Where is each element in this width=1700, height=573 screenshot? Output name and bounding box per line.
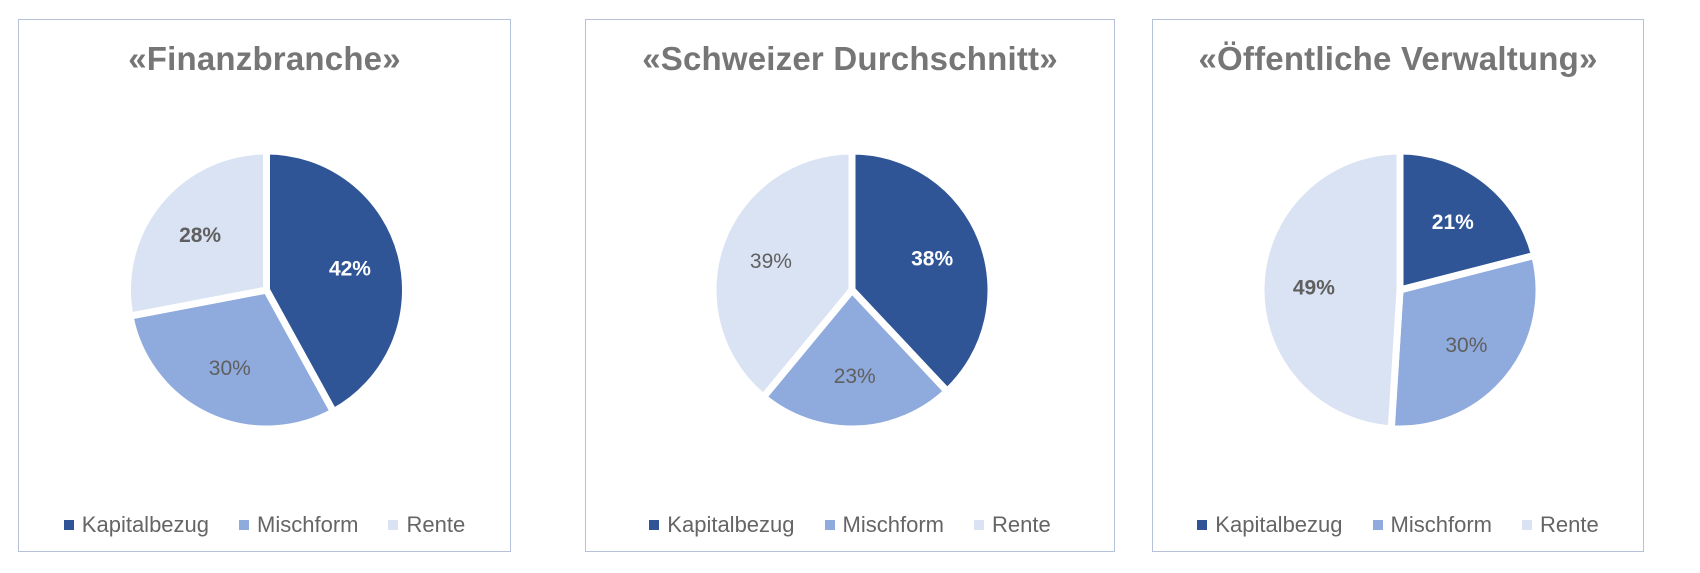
- pie-slice-rente[interactable]: [1257, 147, 1404, 433]
- legend-label: Rente: [991, 512, 1051, 537]
- legend-swatch-mischform: [1372, 520, 1383, 530]
- legend-label: Kapitalbezug: [667, 512, 795, 537]
- legend-item-mischform[interactable]: Mischform: [1372, 512, 1492, 538]
- legend-swatch-mischform: [239, 520, 250, 530]
- slice-label-mischform: 23%: [834, 365, 876, 388]
- pie-slice-kapitalbezug[interactable]: [1396, 147, 1539, 295]
- slice-label-kapitalbezug: 42%: [329, 258, 371, 281]
- pie-slice-mischform[interactable]: [125, 286, 339, 433]
- chart-title: «Schweizer Durchschnitt»: [642, 40, 1058, 77]
- pie-slice-mischform[interactable]: [1387, 251, 1543, 433]
- legend-label: Rente: [1539, 512, 1599, 537]
- legend-swatch-rente: [973, 520, 984, 530]
- chart-finanzbranche: «Finanzbranche» 42% 30% 28% Kapitalbezug M…: [18, 19, 511, 552]
- legend-item-rente[interactable]: Rente: [1521, 512, 1599, 538]
- legend-item-rente[interactable]: Rente: [388, 512, 465, 538]
- legend-label: Mischform: [257, 512, 359, 537]
- legend-label: Rente: [406, 512, 466, 537]
- legend-swatch-kapitalbezug: [649, 520, 660, 530]
- pie-slice-mischform[interactable]: [758, 284, 953, 433]
- slice-label-rente: 49%: [1293, 276, 1335, 299]
- pie-slice-kapitalbezug[interactable]: [848, 147, 995, 397]
- pie-chart: 42% 30% 28%: [124, 147, 409, 433]
- slice-label-kapitalbezug: 21%: [1432, 211, 1474, 234]
- chart-oeffentliche-verwaltung: «Öffentliche Verwaltung» 21% 30% 49% Kapit…: [1152, 19, 1644, 552]
- legend-label: Kapitalbezug: [1215, 512, 1343, 537]
- legend-label: Mischform: [842, 512, 944, 537]
- legend-item-mischform[interactable]: Mischform: [824, 512, 944, 538]
- slice-label-kapitalbezug: 38%: [911, 247, 953, 270]
- legend-label: Mischform: [1390, 512, 1492, 537]
- legend-item-mischform[interactable]: Mischform: [239, 512, 358, 538]
- legend-item-kapitalbezug[interactable]: Kapitalbezug: [649, 512, 795, 538]
- chart-schweizer-durchschnitt: «Schweizer Durchschnitt» 38% 23% 39% Kapit…: [585, 19, 1115, 552]
- slice-label-mischform: 30%: [1445, 334, 1487, 357]
- legend-swatch-rente: [388, 520, 399, 530]
- pie-chart: 21% 30% 49%: [1257, 147, 1543, 433]
- chart-title: «Finanzbranche»: [128, 40, 401, 77]
- legend-item-kapitalbezug[interactable]: Kapitalbezug: [1197, 512, 1343, 538]
- pie-chart: 38% 23% 39%: [709, 147, 995, 433]
- slice-label-rente: 39%: [750, 250, 792, 273]
- legend: Kapitalbezug Mischform Rente: [1153, 512, 1643, 538]
- slice-label-rente: 28%: [179, 224, 221, 247]
- legend-item-rente[interactable]: Rente: [973, 512, 1051, 538]
- chart-title: «Öffentliche Verwaltung»: [1198, 40, 1598, 77]
- legend-item-kapitalbezug[interactable]: Kapitalbezug: [63, 512, 210, 538]
- legend-swatch-mischform: [824, 520, 835, 530]
- pie-slice-rente[interactable]: [124, 147, 270, 321]
- pie-slice-rente[interactable]: [709, 147, 856, 403]
- legend: Kapitalbezug Mischform Rente: [19, 512, 510, 538]
- legend-swatch-kapitalbezug: [63, 520, 74, 530]
- legend-swatch-kapitalbezug: [1197, 520, 1208, 530]
- legend: Kapitalbezug Mischform Rente: [586, 512, 1114, 538]
- legend-swatch-rente: [1521, 520, 1532, 530]
- slice-label-mischform: 30%: [209, 357, 251, 380]
- legend-label: Kapitalbezug: [81, 512, 210, 537]
